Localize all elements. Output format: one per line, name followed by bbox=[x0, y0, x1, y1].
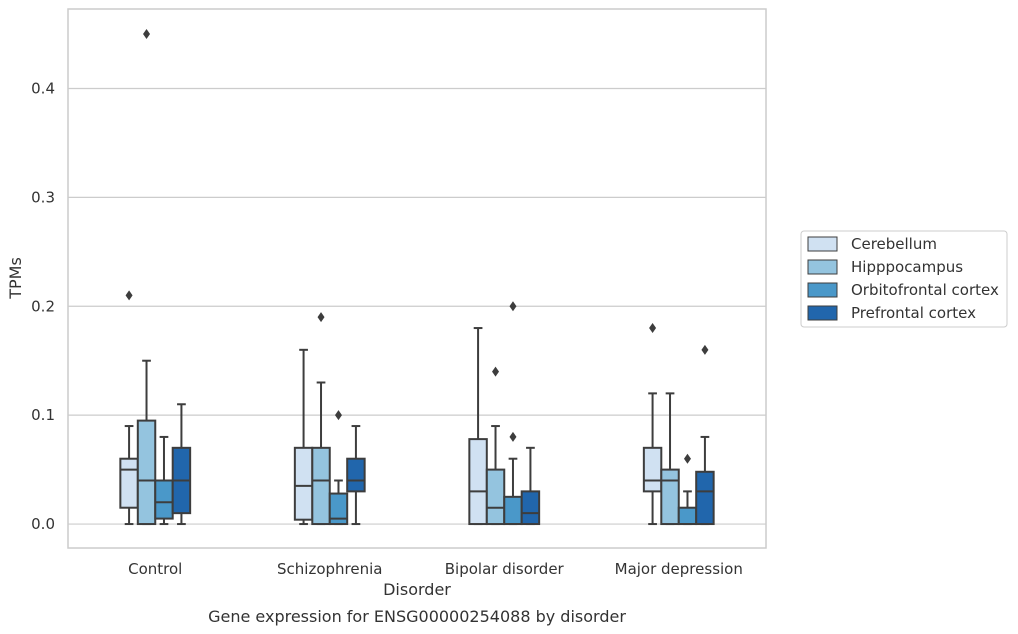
y-tick-label: 0.3 bbox=[31, 188, 55, 206]
x-tick-labels: Control Schizophrenia Bipolar disorder Majo… bbox=[128, 560, 743, 578]
y-tick-label: 0.1 bbox=[31, 406, 55, 424]
box-body bbox=[136, 419, 157, 526]
outlier-marker bbox=[509, 431, 517, 442]
box bbox=[119, 290, 139, 526]
box bbox=[311, 312, 331, 526]
box bbox=[520, 446, 541, 526]
box-body bbox=[503, 495, 523, 526]
legend-label: Hipppocampus bbox=[851, 258, 963, 276]
outlier-marker bbox=[701, 344, 709, 355]
box-body bbox=[119, 457, 139, 509]
box-body bbox=[642, 446, 663, 493]
x-axis-title: Disorder bbox=[383, 580, 451, 599]
legend-swatch bbox=[807, 259, 838, 275]
box-body bbox=[328, 492, 349, 526]
legend-label: Orbitofrontal cortex bbox=[851, 281, 999, 299]
y-tick-label: 0.4 bbox=[31, 79, 55, 97]
y-tick-label: 0.0 bbox=[31, 515, 55, 533]
box bbox=[503, 301, 523, 526]
box bbox=[171, 403, 192, 526]
legend-label: Prefrontal cortex bbox=[851, 304, 976, 322]
box bbox=[154, 435, 174, 526]
outlier-marker bbox=[683, 453, 691, 464]
legend-swatch bbox=[807, 236, 838, 252]
legend-frame bbox=[800, 230, 1008, 328]
box bbox=[346, 425, 366, 526]
box bbox=[660, 392, 680, 526]
x-tick-label: Schizophrenia bbox=[277, 560, 382, 578]
y-axis-title: TPMs bbox=[6, 257, 25, 300]
box-body bbox=[485, 468, 506, 526]
box-body bbox=[660, 468, 680, 526]
outlier-marker bbox=[143, 29, 151, 40]
legend-item: Hipppocampus bbox=[807, 258, 963, 276]
legend-item: Prefrontal cortex bbox=[807, 304, 976, 322]
legend-item: Orbitofrontal cortex bbox=[807, 281, 999, 299]
box bbox=[695, 344, 715, 526]
legend-swatch bbox=[807, 282, 838, 298]
legend-item: Cerebellum bbox=[807, 235, 937, 253]
box-body bbox=[695, 470, 715, 526]
y-tick-labels: 0.0 0.1 0.2 0.3 0.4 bbox=[31, 79, 55, 533]
outlier-marker bbox=[317, 312, 325, 323]
x-tick-label: Control bbox=[128, 560, 182, 578]
outlier-marker bbox=[334, 410, 342, 421]
outlier-marker bbox=[492, 366, 500, 377]
box-body bbox=[154, 479, 174, 520]
outlier-marker bbox=[509, 301, 517, 312]
outlier-marker bbox=[125, 290, 133, 301]
plot-frame bbox=[67, 8, 767, 549]
legend-items: Cerebellum Hipppocampus Orbitofrontal cort… bbox=[807, 235, 999, 322]
box bbox=[136, 29, 157, 526]
box-body bbox=[468, 438, 488, 526]
box-body bbox=[346, 457, 366, 493]
box bbox=[677, 453, 698, 526]
x-tick-label: Major depression bbox=[615, 560, 743, 578]
legend-swatch bbox=[807, 305, 838, 321]
chart-caption: Gene expression for ENSG00000254088 by d… bbox=[208, 607, 626, 626]
box-body bbox=[293, 446, 314, 521]
box-body bbox=[520, 490, 541, 526]
legend: Cerebellum Hipppocampus Orbitofrontal cort… bbox=[800, 230, 1008, 328]
box-body bbox=[677, 506, 698, 526]
outlier-marker bbox=[649, 323, 657, 334]
y-tick-label: 0.2 bbox=[31, 297, 55, 315]
legend-label: Cerebellum bbox=[851, 235, 937, 253]
box bbox=[293, 348, 314, 526]
box bbox=[328, 410, 349, 526]
boxes bbox=[119, 29, 715, 526]
x-tick-label: Bipolar disorder bbox=[445, 560, 565, 578]
box-body bbox=[311, 446, 331, 526]
